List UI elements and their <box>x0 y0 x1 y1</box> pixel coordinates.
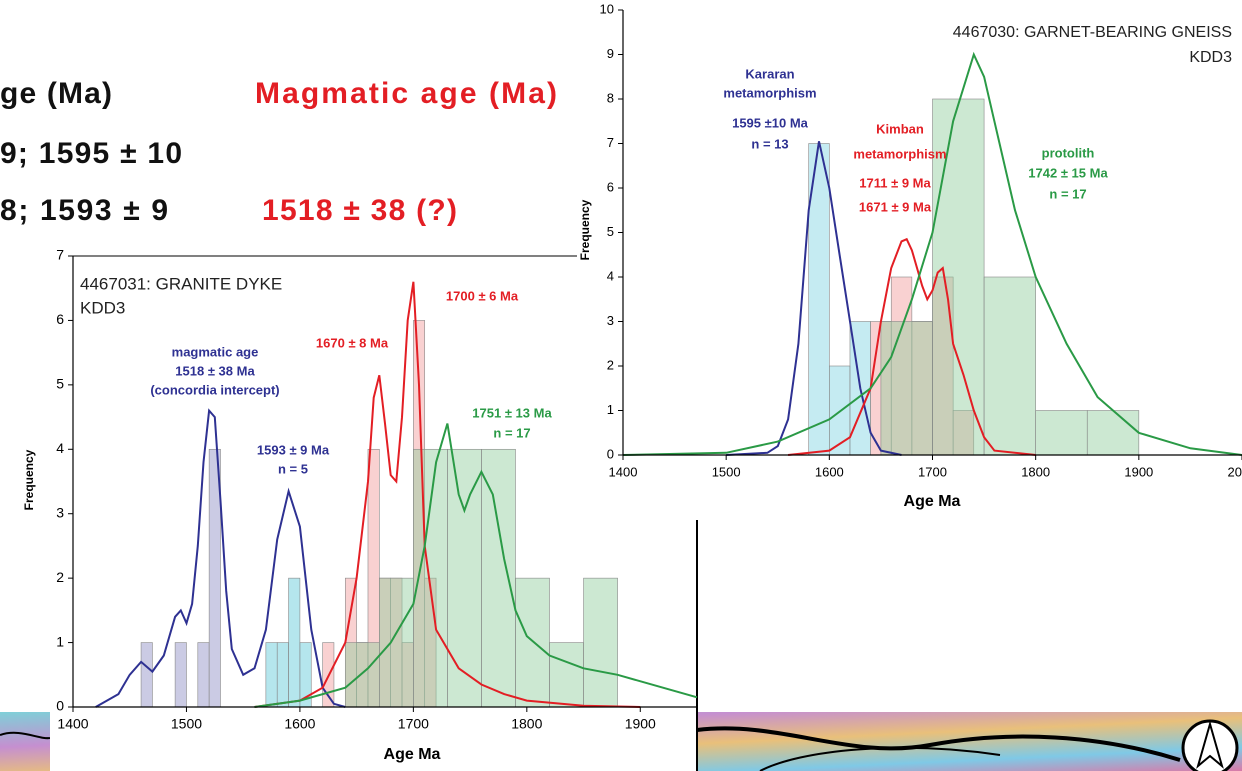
annotation: 1671 ± 9 Ma <box>859 199 932 214</box>
annotation: 1751 ± 13 Ma <box>472 405 552 420</box>
y-tick-label: 8 <box>607 90 614 105</box>
x-tick-label: 1700 <box>398 716 429 732</box>
x-tick-label: 1400 <box>609 464 638 479</box>
histogram-bar <box>266 643 277 707</box>
y-tick-label: 1 <box>607 402 614 417</box>
age-text: 8; 1593 ± 9 <box>0 194 168 227</box>
x-tick-label: 1900 <box>625 716 656 732</box>
annotation: protolith <box>1042 145 1095 160</box>
age-text: 9; 1595 ± 10 <box>0 137 182 170</box>
chart-subtitle: KDD3 <box>1189 49 1232 66</box>
histogram-bar <box>141 643 152 707</box>
annotation: n = 13 <box>751 136 788 151</box>
histogram-bar <box>379 578 413 707</box>
histogram-bar <box>447 449 481 707</box>
y-tick-label: 10 <box>600 1 614 16</box>
annotation: 1518 ± 38 Ma <box>175 363 255 378</box>
histogram-bar <box>550 643 584 707</box>
y-tick-label: 9 <box>607 46 614 61</box>
annotation: metamorphism <box>853 146 946 161</box>
x-axis-label: Age Ma <box>904 493 961 510</box>
y-tick-label: 6 <box>607 179 614 194</box>
page: ge (Ma) Magmatic age (Ma) 9; 1595 ± 10 8… <box>0 0 1242 771</box>
x-tick-label: 1600 <box>284 716 315 732</box>
y-tick-label: 3 <box>56 504 64 520</box>
y-tick-label: 5 <box>607 224 614 239</box>
histogram-bar <box>1087 411 1139 456</box>
x-tick-label: 1700 <box>918 464 947 479</box>
y-tick-label: 7 <box>56 247 64 263</box>
x-tick-label: 1800 <box>511 716 542 732</box>
annotation: n = 5 <box>278 461 308 476</box>
y-axis-label: Frequency <box>578 199 592 260</box>
annotation: (concordia intercept) <box>150 382 279 397</box>
x-tick-label: 1800 <box>1021 464 1050 479</box>
y-tick-label: 4 <box>56 440 64 456</box>
histogram-bar <box>175 643 186 707</box>
slide: ge (Ma) Magmatic age (Ma) 9; 1595 ± 10 8… <box>0 0 1242 771</box>
column-heading: Magmatic age (Ma) <box>255 77 557 110</box>
age-text: 1518 ± 38 (?) <box>262 194 457 227</box>
x-axis-label: Age Ma <box>384 746 441 763</box>
annotation: magmatic age <box>172 344 259 359</box>
y-tick-label: 4 <box>607 268 614 283</box>
histogram-bar <box>289 578 300 707</box>
x-tick-label: 1900 <box>1124 464 1153 479</box>
histogram-bar <box>584 578 618 707</box>
x-tick-label: 1500 <box>171 716 202 732</box>
annotation: 1670 ± 8 Ma <box>316 335 389 350</box>
chart-title: 4467030: GARNET-BEARING GNEISS <box>953 24 1232 41</box>
chart: 1400 1500 1600 1700 1800 1900 2000 0 1 2 3 4 5 6 7 8 9 10… <box>577 0 1242 520</box>
annotation: Kimban <box>876 121 924 136</box>
histogram-bar <box>984 277 1036 455</box>
histogram-bar <box>881 322 933 456</box>
annotation: 1593 ± 9 Ma <box>257 442 330 457</box>
histogram-bar <box>515 578 549 707</box>
annotation: n = 17 <box>493 425 530 440</box>
annotation: 1595 ±10 Ma <box>732 115 809 130</box>
annotation: metamorphism <box>723 85 816 100</box>
histogram-bar <box>481 449 515 707</box>
chart-title: 4467031: GRANITE DYKE <box>80 274 282 293</box>
x-tick-label: 1400 <box>57 716 88 732</box>
y-tick-label: 7 <box>607 135 614 150</box>
y-tick-label: 5 <box>56 376 64 392</box>
x-tick-label: 2000 <box>1228 464 1242 479</box>
histogram-bar <box>198 643 209 707</box>
histogram-bar <box>277 643 288 707</box>
histogram-bar <box>1036 411 1088 456</box>
annotation: 1711 ± 9 Ma <box>859 175 931 190</box>
annotation: 1742 ± 15 Ma <box>1028 165 1108 180</box>
y-tick-label: 0 <box>607 446 614 461</box>
annotation: Kararan <box>745 66 794 81</box>
y-tick-label: 0 <box>56 698 64 714</box>
annotation: n = 17 <box>1049 186 1086 201</box>
histogram-bar <box>345 643 379 707</box>
y-tick-label: 1 <box>56 633 64 649</box>
y-tick-label: 2 <box>607 357 614 372</box>
annotation: 1700 ± 6 Ma <box>446 288 519 303</box>
y-tick-label: 6 <box>56 311 64 327</box>
y-tick-label: 3 <box>607 313 614 328</box>
y-tick-label: 2 <box>56 569 64 585</box>
y-axis-label: Frequency <box>22 449 36 510</box>
x-tick-label: 1600 <box>815 464 844 479</box>
column-heading: ge (Ma) <box>0 77 112 110</box>
chart-subtitle: KDD3 <box>80 298 125 317</box>
x-tick-label: 1500 <box>712 464 741 479</box>
